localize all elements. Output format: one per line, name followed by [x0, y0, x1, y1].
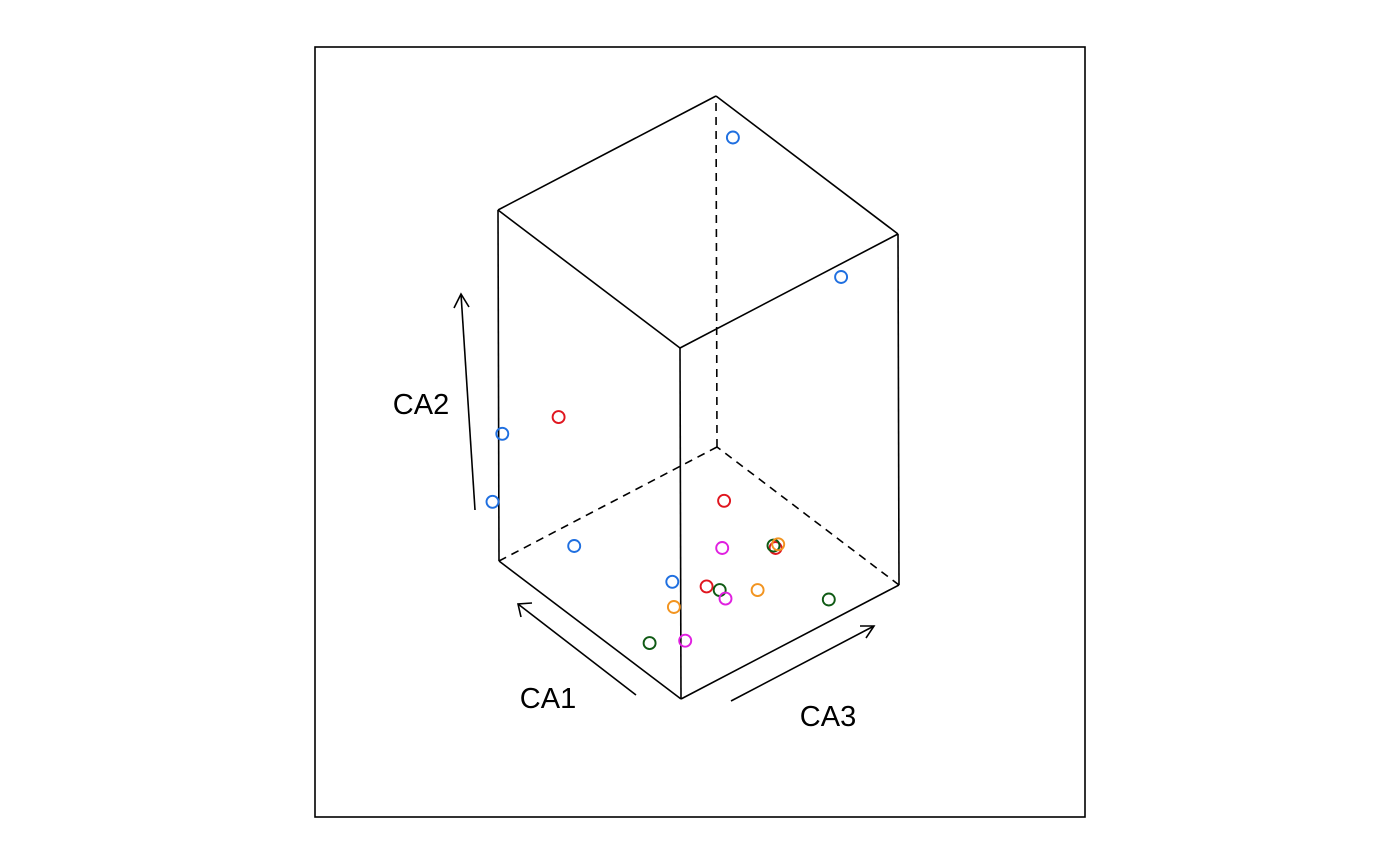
data-point [678, 633, 693, 648]
data-point [821, 592, 836, 607]
box-edge [679, 347, 682, 700]
ca3-arrow [730, 625, 875, 702]
ca2-axis-label: CA2 [393, 389, 449, 421]
ca3-arrowhead [860, 625, 876, 639]
data-point [725, 130, 740, 145]
scatter-points [485, 130, 849, 651]
box-edge-hidden [715, 95, 718, 448]
box-edge [497, 209, 681, 349]
box-edge [897, 233, 900, 586]
box-edge [680, 584, 900, 700]
data-point [485, 494, 500, 509]
data-point [715, 541, 730, 555]
ca1-arrow [517, 603, 637, 696]
data-point [771, 537, 786, 552]
data-point [718, 591, 733, 606]
box-edge-hidden [498, 446, 718, 562]
data-point [768, 541, 783, 555]
box-edge [497, 95, 717, 211]
ca2-arrow [460, 293, 476, 511]
ca3-axis-label: CA3 [800, 701, 856, 733]
data-point [717, 493, 732, 508]
data-point [712, 583, 727, 598]
box-edge [497, 209, 500, 562]
data-point [642, 636, 657, 651]
ca1-axis-label: CA1 [520, 683, 576, 715]
data-point [699, 579, 714, 594]
box-edge [498, 560, 682, 700]
box-edge [715, 95, 899, 235]
ca1-arrowhead [517, 602, 533, 618]
data-point [665, 574, 680, 589]
data-point [495, 426, 510, 441]
data-point [834, 270, 849, 284]
data-point [666, 600, 681, 614]
plot-frame [314, 46, 1086, 818]
box-edge-hidden [716, 446, 900, 586]
axis-arrows [453, 292, 876, 702]
box-edge [679, 233, 899, 349]
data-point [567, 539, 582, 553]
data-point [551, 410, 566, 425]
cube-box [497, 95, 900, 700]
data-point [750, 583, 765, 598]
ca2-arrowhead [453, 292, 470, 309]
